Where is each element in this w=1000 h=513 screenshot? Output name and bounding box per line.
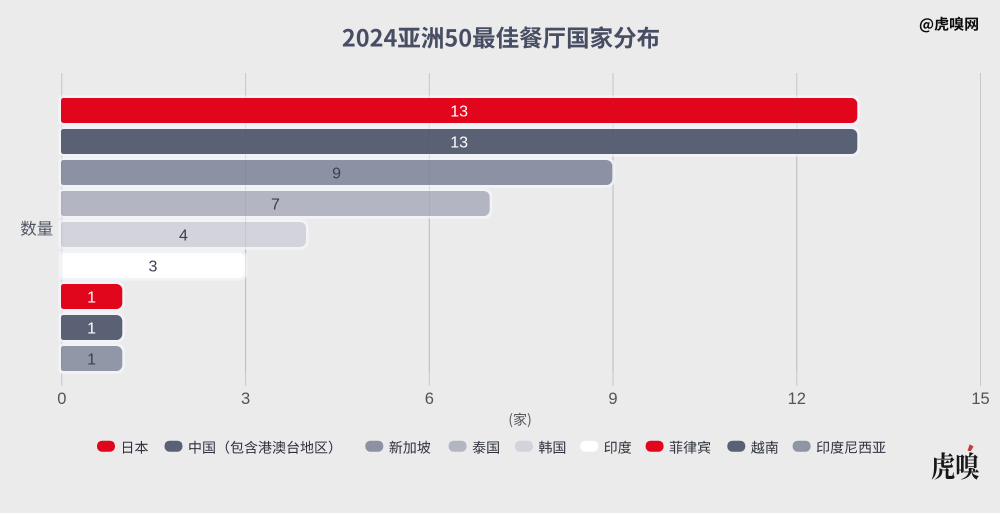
svg-text:12: 12 (788, 390, 806, 408)
svg-text:3: 3 (241, 390, 250, 408)
svg-text:13: 13 (450, 135, 468, 152)
svg-text:1: 1 (87, 290, 96, 307)
svg-text:13: 13 (450, 104, 468, 121)
svg-text:9: 9 (332, 166, 341, 183)
svg-text:3: 3 (148, 259, 157, 276)
svg-text:6: 6 (425, 390, 434, 408)
svg-text:0: 0 (57, 390, 66, 408)
svg-text:1: 1 (87, 321, 96, 338)
svg-text:9: 9 (608, 390, 617, 408)
svg-text:15: 15 (971, 390, 989, 408)
svg-text:7: 7 (271, 197, 280, 214)
svg-text:1: 1 (87, 352, 96, 369)
svg-text:4: 4 (179, 228, 188, 245)
